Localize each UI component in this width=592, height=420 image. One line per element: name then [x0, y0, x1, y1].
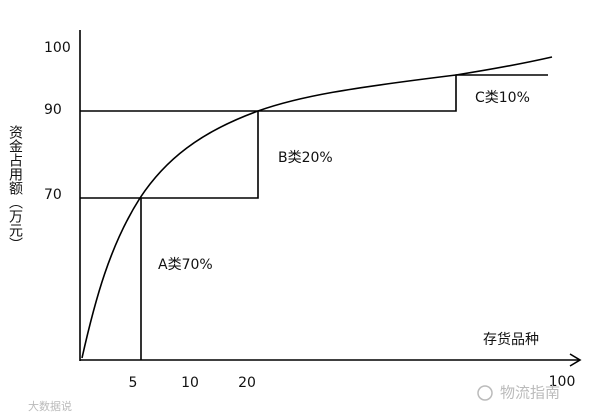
x-tick-label: 5 [129, 375, 138, 391]
region-label: B类20% [278, 150, 333, 166]
c-boundary [80, 74, 548, 112]
watermark-icon [477, 385, 493, 401]
region-label: C类10% [475, 90, 530, 106]
y-tick-label: 70 [44, 187, 62, 203]
x-axis-arrow [569, 353, 582, 367]
x-tick-label: 10 [181, 375, 199, 391]
y-tick-label: 100 [44, 40, 71, 56]
region-label: A类70% [158, 257, 213, 273]
watermark: 物流指南 [500, 384, 560, 402]
watermark: 大数据说 [28, 399, 72, 413]
b-boundary [80, 111, 259, 199]
x-tick-label: 20 [238, 375, 256, 391]
x-axis-title: 存货品种 [483, 331, 539, 348]
y-axis-title: 资金占用额（万元） [7, 125, 23, 251]
y-tick-label: 90 [44, 102, 62, 118]
x-tick-label: 100 [549, 374, 576, 390]
